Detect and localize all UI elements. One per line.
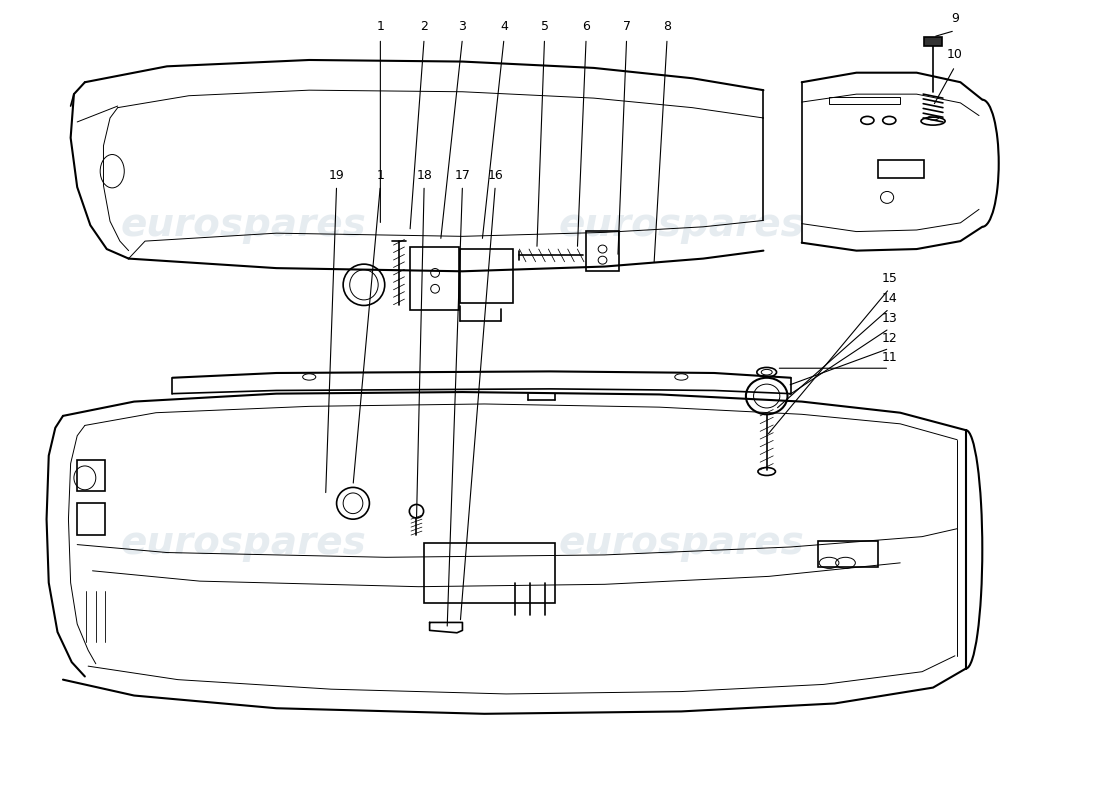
Text: 14: 14 bbox=[881, 292, 898, 305]
Bar bbox=[818, 542, 878, 567]
Text: 4: 4 bbox=[500, 20, 508, 33]
Text: 7: 7 bbox=[623, 20, 630, 33]
Text: 12: 12 bbox=[881, 331, 898, 345]
Text: eurospares: eurospares bbox=[121, 524, 366, 562]
Bar bbox=[586, 230, 619, 270]
Text: 11: 11 bbox=[881, 351, 898, 364]
Bar bbox=[829, 97, 900, 105]
Bar bbox=[878, 160, 924, 178]
Bar bbox=[460, 249, 513, 303]
Text: 15: 15 bbox=[881, 272, 898, 285]
Text: 2: 2 bbox=[420, 20, 428, 33]
Bar bbox=[425, 543, 556, 602]
Bar bbox=[924, 37, 942, 46]
Text: eurospares: eurospares bbox=[121, 206, 366, 244]
Text: 1: 1 bbox=[376, 20, 384, 33]
Text: 10: 10 bbox=[947, 48, 962, 61]
Text: 17: 17 bbox=[454, 169, 471, 182]
Text: eurospares: eurospares bbox=[559, 524, 804, 562]
Text: 18: 18 bbox=[416, 169, 432, 182]
Text: 5: 5 bbox=[540, 20, 549, 33]
Text: 9: 9 bbox=[952, 12, 959, 25]
Text: eurospares: eurospares bbox=[559, 206, 804, 244]
Bar bbox=[77, 459, 104, 491]
Bar bbox=[410, 246, 459, 310]
Text: 8: 8 bbox=[663, 20, 671, 33]
Text: 16: 16 bbox=[487, 169, 503, 182]
Text: 13: 13 bbox=[881, 312, 898, 325]
Bar bbox=[77, 503, 104, 535]
Text: 6: 6 bbox=[582, 20, 590, 33]
Text: 1: 1 bbox=[376, 169, 384, 182]
Text: 3: 3 bbox=[459, 20, 466, 33]
Text: 19: 19 bbox=[329, 169, 344, 182]
